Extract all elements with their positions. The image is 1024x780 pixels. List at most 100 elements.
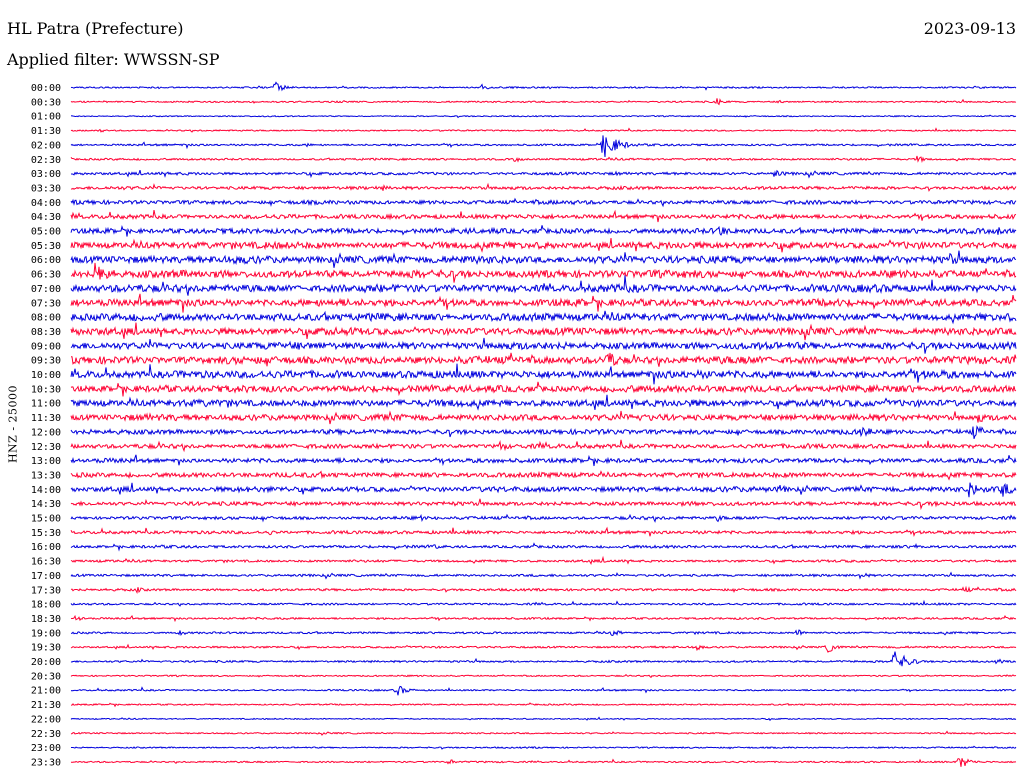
- trace-line: [70, 526, 1017, 537]
- hour-label: 23:00: [31, 743, 61, 754]
- trace-line: [70, 310, 1017, 325]
- trace-line: [70, 716, 1017, 722]
- trace-line: [70, 98, 1017, 106]
- hour-label: 17:30: [31, 585, 61, 596]
- hour-label: 05:00: [31, 227, 61, 238]
- trace-line: [70, 470, 1017, 481]
- hour-label: 01:00: [31, 112, 61, 123]
- hour-label: 06:00: [31, 255, 61, 266]
- trace-line: [70, 498, 1017, 511]
- hour-label: 09:30: [31, 356, 61, 367]
- hour-label: 12:30: [31, 442, 61, 453]
- hour-label: 02:00: [31, 140, 61, 151]
- trace-line: [70, 439, 1017, 453]
- hour-label: 20:30: [31, 671, 61, 682]
- hour-label: 14:00: [31, 485, 61, 496]
- hour-label: 14:30: [31, 499, 61, 510]
- hour-label: 22:00: [31, 714, 61, 725]
- hour-label: 17:00: [31, 571, 61, 582]
- hour-label: 02:30: [31, 155, 61, 166]
- hour-label: 20:00: [31, 657, 61, 668]
- hour-label: 11:00: [31, 399, 61, 410]
- trace-line: [70, 599, 1017, 607]
- trace-line: [70, 381, 1017, 397]
- trace-line: [70, 651, 1017, 667]
- trace-line: [70, 454, 1017, 467]
- hour-label: 10:00: [31, 370, 61, 381]
- trace-line: [70, 394, 1017, 411]
- trace-line: [70, 322, 1017, 341]
- hour-label: 04:00: [31, 198, 61, 209]
- trace-line: [70, 730, 1017, 736]
- trace-line: [70, 155, 1017, 163]
- hour-label: 16:30: [31, 557, 61, 568]
- trace-line: [70, 114, 1017, 119]
- hour-label: 19:00: [31, 628, 61, 639]
- trace-line: [70, 685, 1017, 696]
- trace-line: [70, 250, 1017, 268]
- hour-label: 05:30: [31, 241, 61, 252]
- hour-label: 19:30: [31, 643, 61, 654]
- trace-line: [70, 643, 1017, 653]
- hour-label: 00:30: [31, 97, 61, 108]
- hour-label: 07:30: [31, 298, 61, 309]
- trace-line: [70, 571, 1017, 580]
- hour-label: 03:30: [31, 183, 61, 194]
- trace-line: [70, 127, 1017, 133]
- hour-label: 10:30: [31, 384, 61, 395]
- trace-line: [70, 425, 1017, 439]
- hour-label: 06:30: [31, 270, 61, 281]
- trace-line: [70, 410, 1017, 425]
- trace-line: [70, 169, 1017, 179]
- hour-label: 07:00: [31, 284, 61, 295]
- hour-label: 18:30: [31, 614, 61, 625]
- date-label: 2023-09-13: [923, 19, 1016, 38]
- trace-line: [70, 293, 1017, 313]
- hour-label: 08:00: [31, 313, 61, 324]
- trace-line: [70, 197, 1017, 208]
- trace-line: [70, 337, 1017, 354]
- hour-label-group: 00:00 00:30 01:00 01:30 02:00 02:30 03:00 03:30…: [31, 83, 61, 768]
- hour-label: 23:30: [31, 757, 61, 768]
- trace-line: [70, 135, 1017, 158]
- hour-label: 03:00: [31, 169, 61, 180]
- hour-label: 18:00: [31, 600, 61, 611]
- hour-label: 15:30: [31, 528, 61, 539]
- trace-line: [70, 702, 1017, 708]
- trace-line: [70, 275, 1017, 296]
- hour-label: 01:30: [31, 126, 61, 137]
- hour-label: 21:30: [31, 700, 61, 711]
- trace-line: [70, 363, 1017, 385]
- trace-line: [70, 209, 1017, 223]
- trace-line: [70, 629, 1017, 637]
- hour-label: 15:00: [31, 514, 61, 525]
- hour-label: 04:30: [31, 212, 61, 223]
- trace-line: [70, 262, 1017, 283]
- trace-line: [70, 238, 1017, 253]
- hour-label: 21:00: [31, 686, 61, 697]
- trace-line: [70, 758, 1017, 767]
- trace-line: [70, 542, 1017, 552]
- trace-line: [70, 513, 1017, 523]
- trace-line: [70, 585, 1017, 594]
- trace-line: [70, 555, 1017, 565]
- filter-label: Applied filter: WWSSN-SP: [7, 50, 220, 69]
- hour-label: 12:00: [31, 427, 61, 438]
- trace-line: [70, 224, 1017, 237]
- hour-label: 13:00: [31, 456, 61, 467]
- hour-label: 16:00: [31, 542, 61, 553]
- trace-group: [70, 81, 1017, 767]
- hour-label: 13:30: [31, 470, 61, 481]
- trace-line: [70, 182, 1017, 192]
- trace-line: [70, 352, 1017, 367]
- hour-label: 09:00: [31, 341, 61, 352]
- trace-line: [70, 673, 1017, 679]
- trace-line: [70, 482, 1017, 498]
- hour-label: 08:30: [31, 327, 61, 338]
- station-title: HL Patra (Prefecture): [7, 19, 184, 38]
- hour-label: 22:30: [31, 729, 61, 740]
- trace-line: [70, 745, 1017, 750]
- hour-label: 00:00: [31, 83, 61, 94]
- trace-line: [70, 614, 1017, 623]
